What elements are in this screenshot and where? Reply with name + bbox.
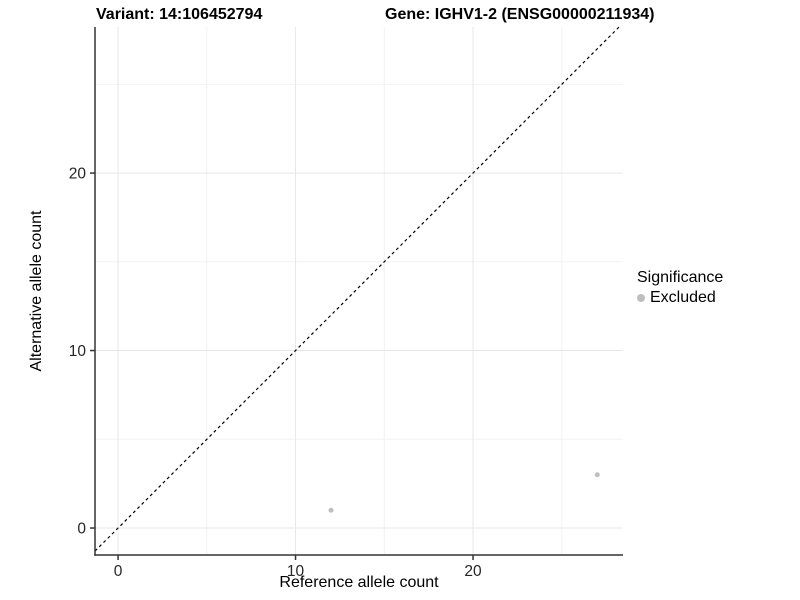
legend-title: Significance (637, 269, 724, 286)
y-tick-label: 0 (77, 521, 86, 538)
legend-point-icon (637, 294, 645, 302)
y-axis-title: Alternative allele count (28, 210, 45, 372)
legend: Significance Excluded (637, 269, 723, 307)
legend-item-excluded: Excluded (637, 289, 723, 307)
x-tick-label: 20 (464, 563, 482, 580)
data-point (594, 472, 600, 478)
y-tick-label: 10 (69, 343, 87, 360)
plot-title-gene: Gene: IGHV1-2 (ENSG00000211934) (385, 6, 655, 23)
x-axis-title: Reference allele count (279, 574, 439, 591)
data-point (328, 507, 334, 513)
x-tick-label: 10 (287, 563, 305, 580)
x-tick-label: 0 (114, 563, 123, 580)
identity-line (94, 26, 620, 552)
legend-item-label: Excluded (650, 289, 716, 306)
plot-title-variant: Variant: 14:106452794 (96, 6, 263, 23)
y-tick-label: 20 (69, 166, 87, 183)
